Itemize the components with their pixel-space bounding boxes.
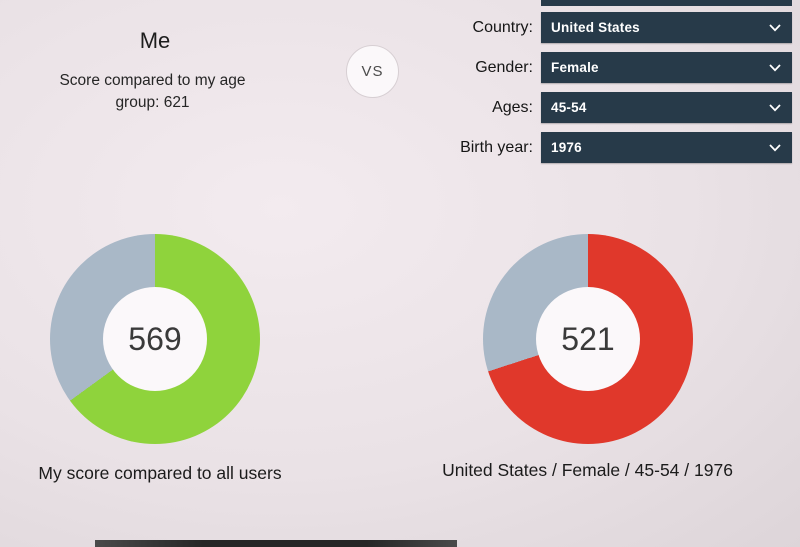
ages-select[interactable]: 45-54 [541, 92, 792, 123]
birth-year-select-value: 1976 [551, 140, 582, 155]
gender-label: Gender: [475, 59, 533, 76]
donut-chart-all-users: 569 [50, 234, 260, 444]
demographic-chart-caption: United States / Female / 45-54 / 1976 [442, 460, 733, 480]
country-select-value: United States [551, 20, 640, 35]
chevron-down-icon [769, 139, 781, 157]
ages-label: Ages: [492, 99, 533, 116]
gender-select[interactable]: Female [541, 52, 792, 83]
country-label: Country: [472, 19, 533, 36]
donut-hole: 569 [103, 287, 207, 391]
birth-year-select[interactable]: 1976 [541, 132, 792, 163]
bottom-bar [95, 540, 457, 547]
me-heading: Me [139, 28, 171, 53]
all-users-chart-caption: My score compared to all users [38, 463, 282, 483]
group-score-value: 521 [561, 320, 615, 357]
chevron-down-icon [769, 59, 781, 77]
chevron-down-icon [769, 99, 781, 117]
vs-label: VS [361, 63, 384, 80]
chevron-down-icon [769, 19, 781, 37]
donut-chart-demographic-group: 521 [483, 234, 693, 444]
country-select[interactable]: United States [541, 12, 792, 43]
donut-hole: 521 [536, 287, 640, 391]
vs-badge: VS [346, 45, 399, 98]
age-group-score-text: Score compared to my age group: 621 [59, 72, 246, 111]
partial-dropdown-top [541, 0, 792, 6]
all-users-score-value: 569 [128, 320, 182, 357]
birth-year-label: Birth year: [460, 139, 533, 156]
gender-select-value: Female [551, 60, 599, 75]
ages-select-value: 45-54 [551, 100, 587, 115]
